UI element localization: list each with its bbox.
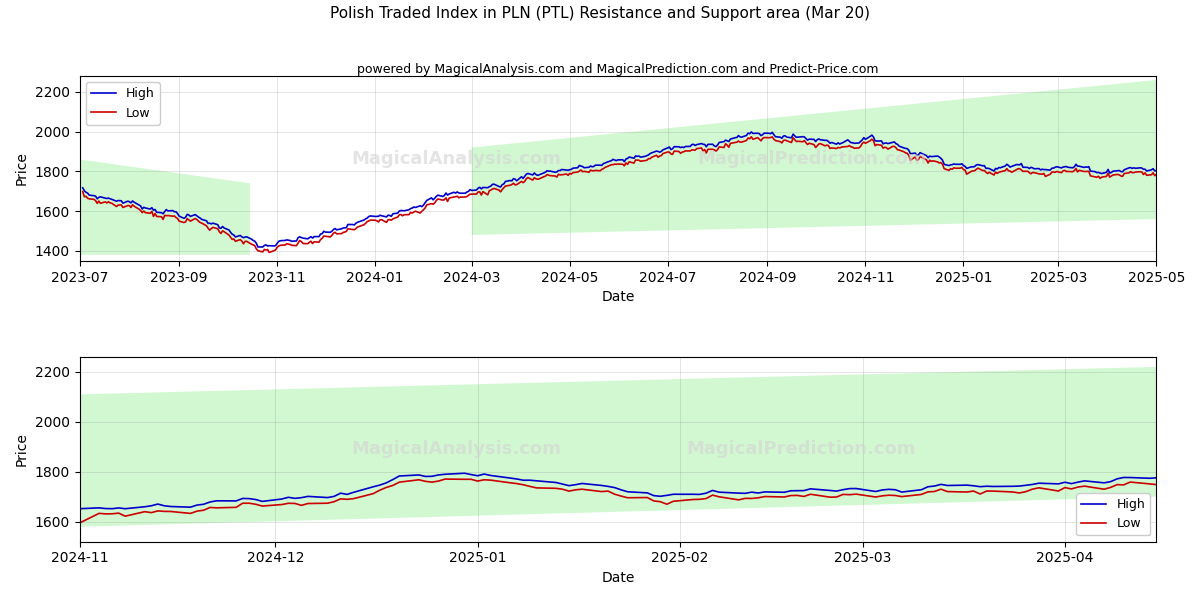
Y-axis label: Price: Price [14, 151, 29, 185]
Text: Polish Traded Index in PLN (PTL) Resistance and Support area (Mar 20): Polish Traded Index in PLN (PTL) Resista… [330, 6, 870, 21]
Line: High: High [79, 473, 1157, 509]
Line: Low: Low [83, 137, 1157, 253]
Text: MagicalPrediction.com: MagicalPrediction.com [686, 440, 916, 458]
X-axis label: Date: Date [601, 290, 635, 304]
Y-axis label: Price: Price [14, 433, 29, 466]
Line: High: High [83, 132, 1157, 247]
Text: MagicalAnalysis.com: MagicalAnalysis.com [352, 150, 562, 168]
Polygon shape [79, 160, 250, 255]
Line: Low: Low [79, 479, 1157, 523]
Title: powered by MagicalAnalysis.com and MagicalPrediction.com and Predict-Price.com: powered by MagicalAnalysis.com and Magic… [358, 63, 878, 76]
Polygon shape [472, 80, 1157, 235]
Text: MagicalPrediction.com: MagicalPrediction.com [697, 150, 926, 168]
Text: MagicalAnalysis.com: MagicalAnalysis.com [352, 440, 562, 458]
X-axis label: Date: Date [601, 571, 635, 585]
Legend: High, Low: High, Low [85, 82, 160, 125]
Polygon shape [79, 367, 1157, 527]
Legend: High, Low: High, Low [1076, 493, 1150, 535]
